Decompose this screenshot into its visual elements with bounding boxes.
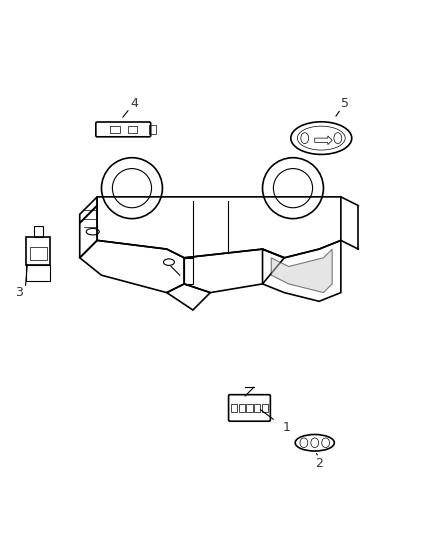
Bar xyxy=(254,403,260,413)
Text: 5: 5 xyxy=(341,97,349,110)
Text: 1: 1 xyxy=(283,421,290,434)
Bar xyxy=(149,125,156,134)
Bar xyxy=(26,265,50,281)
Bar xyxy=(127,126,137,133)
Text: 4: 4 xyxy=(130,97,138,110)
Bar xyxy=(110,126,120,133)
Text: 3: 3 xyxy=(15,286,23,299)
Text: 2: 2 xyxy=(315,457,323,470)
Polygon shape xyxy=(271,249,332,293)
Bar xyxy=(26,237,50,265)
Bar xyxy=(34,226,43,237)
Bar xyxy=(261,403,268,413)
Bar xyxy=(30,247,47,260)
Bar xyxy=(239,403,245,413)
Bar xyxy=(247,403,253,413)
Bar xyxy=(231,403,237,413)
